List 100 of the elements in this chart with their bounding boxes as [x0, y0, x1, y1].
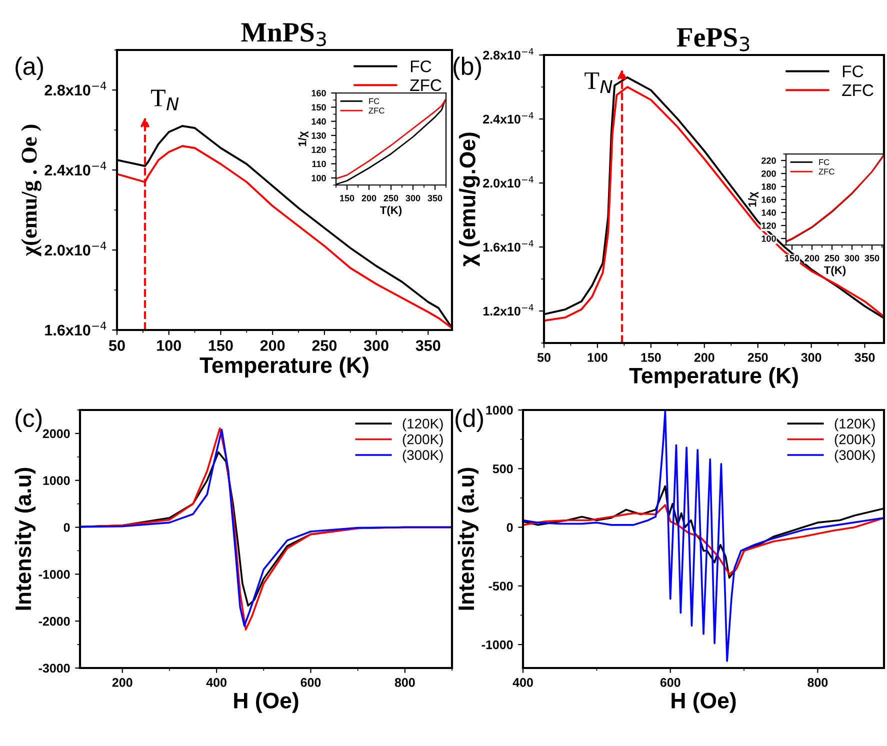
y-tick-label: 160: [762, 196, 776, 203]
x-axis-title: Temperature (K): [200, 356, 368, 378]
y-axis-title: χ (emu/g.Oe): [459, 132, 480, 266]
chart-title: FePS$_{3}$: [676, 28, 750, 52]
y-tick-label: 500: [492, 464, 513, 474]
x-tick-label: 200: [260, 340, 285, 351]
x-tick-label: 300: [364, 340, 388, 351]
legend-label: (200K): [402, 434, 443, 447]
x-tick-label: 300: [406, 194, 420, 202]
ref-line-label: T$_{N}$: [151, 90, 179, 110]
y-tick-label: -500: [488, 582, 513, 591]
legend-label: (120K): [402, 418, 443, 432]
y-tick-label: 100: [762, 235, 776, 242]
x-tick-label: 100: [588, 353, 608, 362]
y-tick-label: 220: [762, 157, 776, 164]
x-tick-label: 350: [864, 254, 880, 262]
x-tick-label: 50: [108, 340, 125, 351]
x-tick-label: 200: [694, 353, 714, 362]
x-tick-label: 800: [808, 678, 828, 687]
y-tick-label: 2.4x10$^{−4}$: [483, 112, 534, 124]
y-tick-label: 1.2x10$^{−4}$: [483, 304, 534, 316]
chart-title: MnPS$_{3}$: [241, 23, 326, 46]
legend-label: (200K): [834, 434, 875, 447]
x-tick-label: 400: [512, 678, 533, 687]
x-tick-label: 150: [641, 353, 661, 362]
y-tick-label: 0: [64, 523, 70, 532]
x-tick-label: 200: [112, 678, 132, 687]
legend-label: ZFC: [410, 79, 442, 92]
y-tick-label: -3000: [38, 664, 70, 673]
legend-label: FC: [410, 60, 432, 72]
x-tick-label: 50: [537, 353, 550, 362]
x-tick-label: 150: [340, 194, 354, 202]
legend-label: (300K): [402, 450, 443, 463]
legend-label: ZFC: [842, 84, 874, 96]
text: (c): [16, 408, 42, 432]
y-tick-label: 2.8x10$^{−4}$: [483, 48, 534, 60]
x-axis-title: H (Oe): [234, 692, 298, 713]
y-tick-label: 140: [312, 118, 326, 125]
legend-label: FC: [842, 65, 864, 78]
y-tick-label: 0: [506, 523, 513, 532]
x-axis-title: Temperature (K): [629, 367, 798, 388]
y-axis-title: 1/χ: [298, 131, 308, 146]
legend-label: (300K): [834, 450, 875, 463]
x-tick-label: 250: [312, 340, 337, 351]
y-tick-label: 2.0x10$^{−4}$: [483, 176, 534, 188]
x-tick-label: 150: [785, 254, 800, 262]
y-axis-title: Intensity (a.u): [14, 468, 36, 610]
x-tick-label: 200: [804, 254, 820, 262]
y-tick-label: 150: [312, 104, 326, 111]
y-tick-label: 120: [762, 222, 776, 229]
y-tick-label: 1.6x10$^{−4}$: [45, 322, 106, 336]
x-tick-label: 250: [824, 254, 840, 262]
y-tick-label: 1000: [486, 406, 513, 415]
y-tick-label: -1000: [38, 570, 70, 579]
y-tick-label: 160: [312, 90, 326, 96]
x-tick-label: 200: [362, 194, 376, 202]
x-tick-label: 100: [157, 340, 181, 351]
y-axis-title: 1/χ: [748, 192, 758, 207]
text: (d): [456, 408, 483, 432]
legend-label: ZFC: [818, 168, 834, 175]
y-tick-label: 110: [312, 160, 326, 168]
x-tick-label: 600: [300, 678, 321, 687]
y-tick-label: 1.6x10$^{−4}$: [483, 240, 534, 252]
legend-label: FC: [819, 159, 830, 166]
y-tick-label: 1000: [43, 476, 70, 486]
legend-label: FC: [369, 98, 380, 104]
y-tick-label: 120: [312, 146, 326, 153]
y-tick-label: 2.8x10$^{−4}$: [44, 82, 106, 96]
x-tick-label: 350: [416, 340, 440, 351]
x-tick-label: 300: [844, 254, 860, 262]
y-tick-label: 130: [312, 132, 326, 139]
legend-label: (120K): [834, 418, 875, 432]
x-tick-label: 400: [206, 678, 226, 687]
y-tick-label: -2000: [38, 616, 70, 626]
y-tick-label: 2.4x10$^{−4}$: [44, 162, 106, 176]
line-series: [523, 504, 884, 576]
y-tick-label: -1000: [482, 640, 513, 650]
y-tick-label: 100: [312, 174, 326, 182]
ref-line-label: T$_{N}$: [584, 72, 612, 93]
y-axis-title: Intensity (a.u): [458, 468, 479, 610]
text: (a): [16, 56, 43, 80]
y-tick-label: 200: [762, 170, 776, 177]
x-tick-label: 250: [384, 194, 398, 202]
x-axis-title: H (Oe): [672, 692, 736, 713]
x-axis-title: T(K): [824, 266, 846, 276]
x-tick-label: 800: [394, 678, 415, 687]
text: (b): [454, 56, 481, 80]
y-tick-label: 2.0x10$^{−4}$: [44, 242, 106, 256]
y-tick-label: 2000: [42, 429, 70, 438]
x-tick-label: 350: [854, 353, 875, 362]
legend-label: ZFC: [368, 108, 384, 114]
x-tick-label: 300: [801, 353, 822, 362]
y-tick-label: 140: [762, 209, 776, 216]
x-tick-label: 150: [208, 340, 233, 351]
y-tick-label: 180: [762, 183, 776, 190]
x-tick-label: 250: [748, 353, 768, 362]
x-axis-title: T(K): [380, 206, 402, 216]
y-axis-title: χ(emu/g . Oe ): [21, 124, 42, 256]
x-tick-label: 600: [660, 678, 680, 687]
x-tick-label: 350: [428, 194, 442, 202]
